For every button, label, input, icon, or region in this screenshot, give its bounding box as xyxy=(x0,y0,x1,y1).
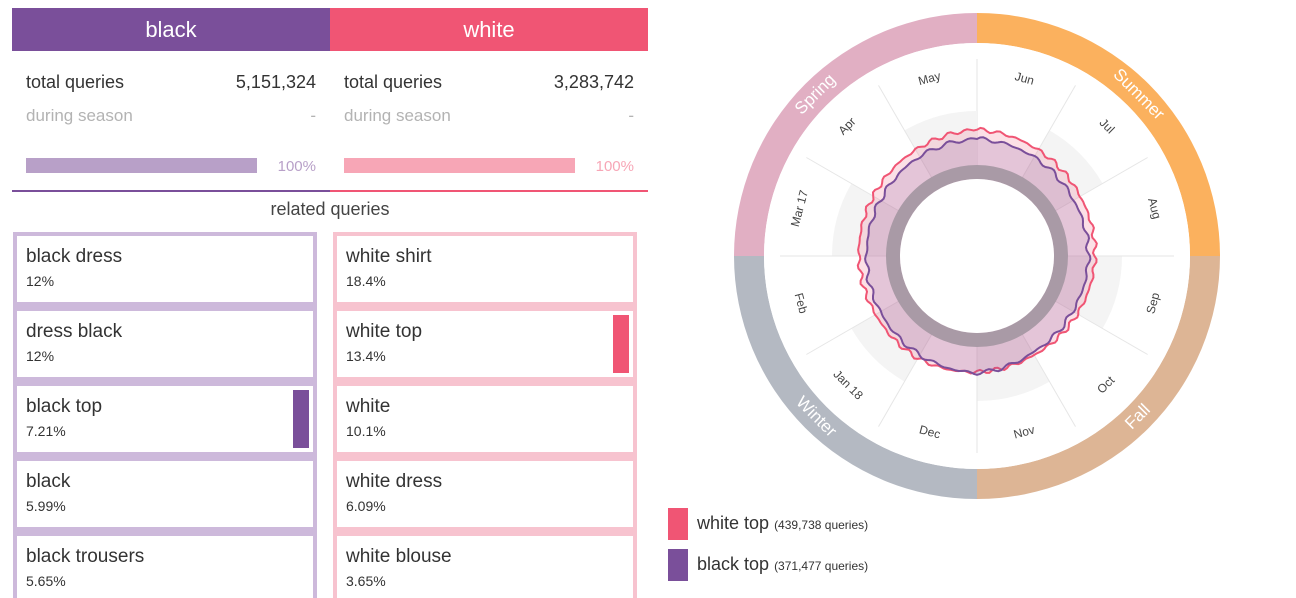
query-percent: 18.4% xyxy=(346,273,386,289)
selected-marker xyxy=(613,315,629,373)
legend-label: black top xyxy=(697,553,770,574)
month-label: May xyxy=(917,69,943,88)
total-label: total queries xyxy=(26,72,125,92)
legend-swatch-white xyxy=(668,508,688,540)
month-divider xyxy=(1043,294,1148,355)
month-label: Sep xyxy=(1143,291,1162,316)
month-label: Feb xyxy=(792,291,811,315)
season-label: during season xyxy=(344,106,451,125)
query-text: white xyxy=(346,396,391,417)
list-item[interactable]: white shirt 18.4% xyxy=(337,236,633,302)
list-item[interactable]: white top 13.4% xyxy=(337,311,633,377)
season-value: - xyxy=(310,106,316,125)
legend-label: white top xyxy=(697,512,770,533)
season-label: during season xyxy=(26,106,133,125)
query-text: black top xyxy=(26,396,103,417)
list-item[interactable]: white blouse 3.65% xyxy=(337,536,633,598)
month-divider xyxy=(806,294,911,355)
month-divider xyxy=(806,157,911,218)
season-arc-spring xyxy=(734,13,977,256)
query-percent: 5.65% xyxy=(26,573,66,589)
total-value: 3,283,742 xyxy=(553,72,634,92)
white-divider xyxy=(330,190,648,192)
related-black-list: black dress 12% dress black 12% black to… xyxy=(13,232,317,598)
query-percent: 10.1% xyxy=(346,423,386,439)
related-white-list: white shirt 18.4% white top 13.4% white … xyxy=(333,232,637,598)
season-arc-winter xyxy=(734,256,977,499)
query-text: black trousers xyxy=(26,546,145,567)
legend-item-white-top[interactable]: white top (439,738 queries) xyxy=(668,508,868,540)
list-item[interactable]: white dress 6.09% xyxy=(337,461,633,527)
query-text: black xyxy=(26,471,71,492)
legend-count: (371,477 queries) xyxy=(774,558,869,573)
black-progress-percent: 100% xyxy=(277,158,316,175)
month-divider xyxy=(1015,322,1076,427)
white-column: white total queries 3,283,742 during sea… xyxy=(330,8,648,192)
black-season-row: during season - xyxy=(26,106,316,126)
query-text: white dress xyxy=(346,471,443,492)
legend-count: (439,738 queries) xyxy=(774,517,869,532)
list-item[interactable]: black top 7.21% xyxy=(17,386,313,452)
white-progress-bar xyxy=(344,158,575,173)
season-arc-summer xyxy=(977,13,1220,256)
list-item[interactable]: black trousers 5.65% xyxy=(17,536,313,598)
month-divider xyxy=(878,85,939,190)
query-percent: 12% xyxy=(26,273,55,289)
query-text: white blouse xyxy=(346,546,452,567)
white-total-row: total queries 3,283,742 xyxy=(344,72,634,93)
black-header[interactable]: black xyxy=(12,8,330,51)
center-hole xyxy=(900,179,1054,333)
white-progress-percent: 100% xyxy=(595,158,634,175)
list-item[interactable]: black dress 12% xyxy=(17,236,313,302)
month-label: Nov xyxy=(1012,422,1036,441)
white-header[interactable]: white xyxy=(330,8,648,51)
black-total-row: total queries 5,151,324 xyxy=(26,72,316,93)
selected-marker xyxy=(293,390,309,448)
inner-ring xyxy=(886,165,1068,347)
black-divider xyxy=(12,190,330,192)
legend-swatch-black xyxy=(668,549,688,581)
query-percent: 3.65% xyxy=(346,573,386,589)
query-text: dress black xyxy=(26,321,123,342)
total-label: total queries xyxy=(344,72,443,92)
black-progress-bar xyxy=(26,158,257,173)
query-percent: 7.21% xyxy=(26,423,66,439)
month-label: Dec xyxy=(918,422,942,441)
query-percent: 6.09% xyxy=(346,498,386,514)
legend-item-black-top[interactable]: black top (371,477 queries) xyxy=(668,549,868,581)
query-percent: 13.4% xyxy=(346,348,386,364)
season-value: - xyxy=(628,106,634,125)
month-divider xyxy=(1015,85,1076,190)
query-percent: 12% xyxy=(26,348,55,364)
list-item[interactable]: white 10.1% xyxy=(337,386,633,452)
total-value: 5,151,324 xyxy=(235,72,316,92)
list-item[interactable]: dress black 12% xyxy=(17,311,313,377)
list-item[interactable]: black 5.99% xyxy=(17,461,313,527)
query-text: black dress xyxy=(26,246,123,267)
query-text: white shirt xyxy=(346,246,432,267)
month-label: Jun xyxy=(1013,69,1035,88)
query-text: white top xyxy=(346,321,423,342)
month-divider xyxy=(878,322,939,427)
black-column: black total queries 5,151,324 during sea… xyxy=(12,8,330,192)
white-season-row: during season - xyxy=(344,106,634,126)
query-percent: 5.99% xyxy=(26,498,66,514)
month-label: Aug xyxy=(1145,196,1164,220)
month-divider xyxy=(1043,157,1148,218)
season-arc-fall xyxy=(977,256,1220,499)
related-queries-title: related queries xyxy=(270,199,390,219)
